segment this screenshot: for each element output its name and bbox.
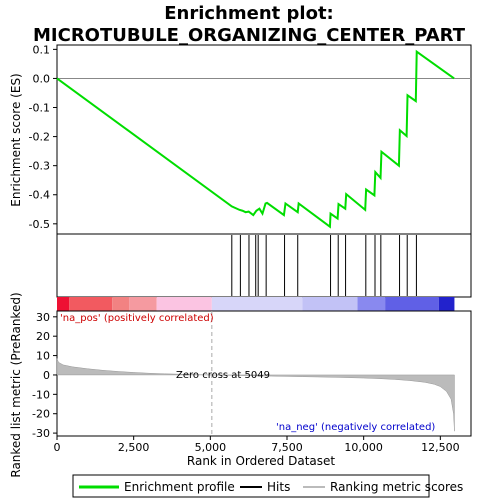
hit-markers bbox=[231, 235, 417, 296]
ranked-metric-y-tick-label: 10 bbox=[36, 350, 50, 363]
colorbar-segment bbox=[357, 297, 386, 311]
chart-title-line-1: Enrichment plot: bbox=[164, 3, 334, 24]
ranked-metric-y-tick-label: -20 bbox=[32, 408, 50, 421]
legend-label-enrichment: Enrichment profile bbox=[124, 480, 235, 494]
enrichment-plot-area bbox=[56, 44, 472, 235]
enrichment-y-tick-label: -0.3 bbox=[29, 160, 50, 173]
rank-x-axis: 0 2,500 5,000 7,500 10,000 12,500 bbox=[54, 436, 460, 454]
x-tick-label: 5,000 bbox=[195, 441, 227, 454]
legend-label-hits: Hits bbox=[267, 480, 290, 494]
x-axis-label: Rank in Ordered Dataset bbox=[187, 454, 335, 468]
enrichment-y-tick-label: -0.4 bbox=[29, 189, 50, 202]
legend-label-ranking: Ranking metric scores bbox=[330, 480, 463, 494]
colorbar-segment bbox=[438, 297, 455, 311]
x-tick-label: 0 bbox=[54, 441, 61, 454]
enrichment-y-label: Enrichment score (ES) bbox=[9, 73, 23, 206]
x-tick-label: 10,000 bbox=[344, 441, 383, 454]
ranked-metric-y-tick-label: -30 bbox=[32, 427, 50, 440]
x-tick-label: 2,500 bbox=[118, 441, 150, 454]
colorbar-segment bbox=[69, 297, 113, 311]
ranked-metric-y-tick-label: -10 bbox=[32, 388, 50, 401]
enrichment-panel: 0.1 0.0 -0.1 -0.2 -0.3 -0.4 -0.5 Enrichment sc… bbox=[9, 43, 472, 235]
ranked-metric-y-tick-label: 20 bbox=[36, 330, 50, 343]
positive-correlation-label: 'na_pos' (positively correlated) bbox=[60, 313, 214, 324]
colorbar-segment bbox=[211, 297, 303, 311]
enrichment-y-tick-label: 0.0 bbox=[33, 72, 51, 85]
ranked-metric-y-axis: 30 20 10 0 -10 -20 -30 bbox=[32, 311, 57, 440]
hits-panel bbox=[56, 233, 472, 298]
ranked-metric-y-label: Ranked list metric (PreRanked) bbox=[9, 292, 23, 477]
x-tick-label: 7,500 bbox=[271, 441, 303, 454]
enrichment-y-tick-label: -0.2 bbox=[29, 131, 50, 144]
enrichment-y-tick-label: -0.5 bbox=[29, 218, 50, 231]
ranking-metric-scores bbox=[56, 358, 455, 432]
legend: Enrichment profile Hits Ranking metric s… bbox=[72, 474, 463, 498]
ranked-metric-y-tick-label: 30 bbox=[36, 311, 50, 324]
colorbar-segment bbox=[302, 297, 358, 311]
enrichment-y-tick-label: -0.1 bbox=[29, 102, 50, 115]
x-tick-label: 12,500 bbox=[421, 441, 460, 454]
enrichment-y-tick-label: 0.1 bbox=[33, 43, 51, 56]
enrichment-y-axis: 0.1 0.0 -0.1 -0.2 -0.3 -0.4 -0.5 bbox=[29, 43, 57, 231]
hits-area bbox=[56, 233, 472, 298]
enrichment-profile-line bbox=[56, 49, 455, 229]
colorbar-segment bbox=[57, 297, 70, 311]
ranked-metric-panel: 30 20 10 0 -10 -20 -30 0 2,500 5,000 7,500 10,000 1… bbox=[9, 292, 472, 478]
colorbar-segment bbox=[112, 297, 130, 311]
colorbar-segment bbox=[129, 297, 157, 311]
negative-correlation-label: 'na_neg' (negatively correlated) bbox=[276, 422, 435, 433]
chart-title-line-2: MICROTUBULE_ORGANIZING_CENTER_PART bbox=[33, 25, 466, 46]
ranking-colorbar bbox=[57, 297, 455, 311]
colorbar-segment bbox=[156, 297, 212, 311]
colorbar-segment bbox=[385, 297, 439, 311]
ranked-metric-y-tick-label: 0 bbox=[43, 369, 50, 382]
zero-cross-label: Zero cross at 5049 bbox=[176, 370, 270, 381]
